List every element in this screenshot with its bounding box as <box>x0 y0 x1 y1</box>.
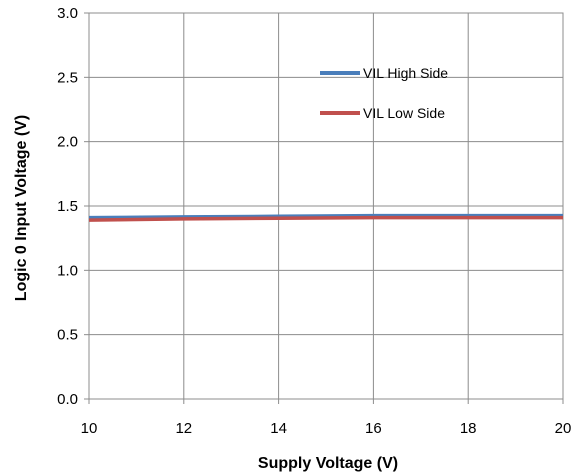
y-tick-label: 2.0 <box>57 134 78 151</box>
y-tick-label: 0.0 <box>57 391 78 408</box>
x-tick-label: 20 <box>555 420 572 437</box>
y-axis-title: Logic 0 Input Voltage (V) <box>13 115 30 301</box>
x-tick-label: 14 <box>270 420 287 437</box>
y-tick-label: 3.0 <box>57 5 78 22</box>
x-tick-label: 16 <box>365 420 382 437</box>
grid <box>89 13 563 399</box>
series-layer <box>88 213 563 222</box>
y-axis-ticks: 0.0 0.5 1.0 1.5 2.0 2.5 3.0 <box>57 5 89 408</box>
legend: VIL High Side VIL Low Side <box>320 65 448 121</box>
x-axis-title: Supply Voltage (V) <box>258 455 398 472</box>
legend-label-vil-low-side: VIL Low Side <box>363 105 445 121</box>
x-tick-label: 18 <box>460 420 477 437</box>
y-tick-label: 1.5 <box>57 198 78 215</box>
series-line-vil-high-side <box>88 213 563 220</box>
x-tick-label: 10 <box>81 420 98 437</box>
y-tick-label: 2.5 <box>57 69 78 86</box>
x-tick-label: 12 <box>175 420 192 437</box>
legend-label-vil-high-side: VIL High Side <box>363 65 448 81</box>
y-tick-label: 1.0 <box>57 262 78 279</box>
y-tick-label: 0.5 <box>57 327 78 344</box>
series-line-vil-low-side <box>88 215 563 222</box>
x-axis-ticks: 10 12 14 16 18 20 <box>81 399 572 437</box>
